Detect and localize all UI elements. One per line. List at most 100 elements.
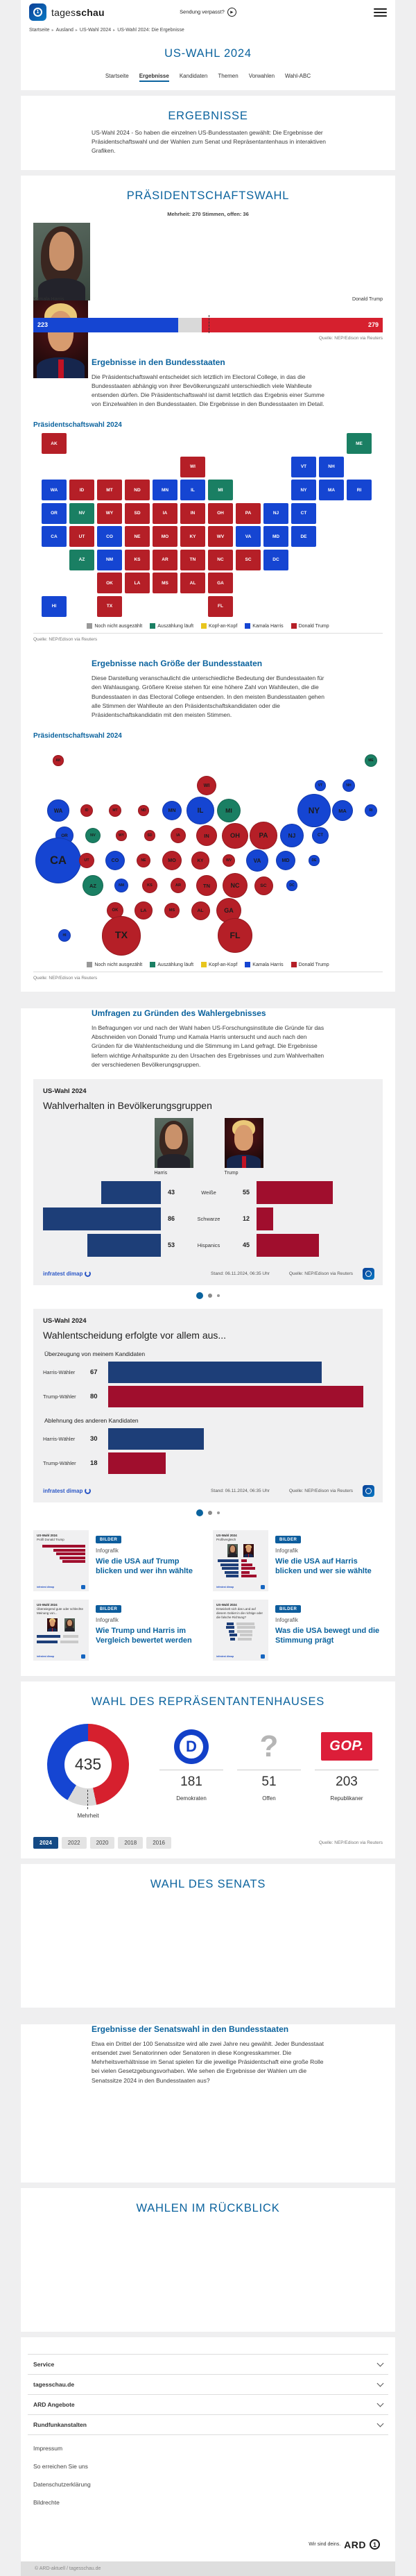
state-tile-AR[interactable]: AR xyxy=(153,549,177,570)
footer-accordion-rundfunkanstalten[interactable]: Rundfunkanstalten xyxy=(28,2414,388,2434)
state-tile-UT[interactable]: UT xyxy=(69,526,94,548)
state-bubble-MT[interactable]: MT xyxy=(109,804,121,817)
play-icon[interactable]: ▶ xyxy=(227,8,236,17)
tab-themen[interactable]: Themen xyxy=(218,73,239,79)
state-bubble-DE[interactable]: DE xyxy=(309,855,320,866)
tab-ergebnisse[interactable]: Ergebnisse xyxy=(139,73,169,82)
state-tile-DE[interactable]: DE xyxy=(291,526,316,548)
footer-accordion-tagesschaude[interactable]: tagesschau.de xyxy=(28,2373,388,2394)
state-tile-ID[interactable]: ID xyxy=(69,480,94,501)
carousel-dot[interactable] xyxy=(208,1293,212,1298)
state-tile-MS[interactable]: MS xyxy=(153,573,177,594)
state-tile-NM[interactable]: NM xyxy=(97,549,122,570)
state-bubble-DC[interactable]: DC xyxy=(286,880,297,891)
state-tile-HI[interactable]: HI xyxy=(42,595,67,617)
tab-startseite[interactable]: Startseite xyxy=(105,73,129,79)
carousel-dot-active[interactable] xyxy=(196,1509,203,1516)
state-bubble-WI[interactable]: WI xyxy=(196,775,217,796)
footer-link[interactable]: Bildrechte xyxy=(33,2498,60,2506)
state-bubble-WV[interactable]: WV xyxy=(223,854,235,867)
state-tile-SC[interactable]: SC xyxy=(236,549,261,570)
state-bubble-MD[interactable]: MD xyxy=(275,850,296,871)
state-bubble-MI[interactable]: MI xyxy=(216,798,241,823)
state-bubble-MN[interactable]: MN xyxy=(162,800,182,821)
hamburger-menu-icon[interactable] xyxy=(374,6,387,19)
state-tile-CT[interactable]: CT xyxy=(291,502,316,524)
state-tile-CA[interactable]: CA xyxy=(42,526,67,548)
state-tile-TN[interactable]: TN xyxy=(180,549,205,570)
year-button-2022[interactable]: 2022 xyxy=(61,1836,87,1849)
state-bubble-HI[interactable]: HI xyxy=(58,929,71,942)
state-tile-MN[interactable]: MN xyxy=(153,480,177,501)
state-bubble-MS[interactable]: MS xyxy=(164,903,180,919)
footer-link[interactable]: Impressum xyxy=(33,2444,63,2452)
missed-show-link[interactable]: Sendung verpasst? ▶ xyxy=(21,8,395,17)
state-tile-WI[interactable]: WI xyxy=(180,456,205,477)
state-tile-LA[interactable]: LA xyxy=(125,573,150,594)
state-bubble-ME[interactable]: ME xyxy=(365,754,377,768)
tab-vorwahlen[interactable]: Vorwahlen xyxy=(248,73,275,79)
state-bubble-NY[interactable]: NY xyxy=(297,794,331,827)
state-bubble-NV[interactable]: NV xyxy=(85,828,101,844)
teaser-title[interactable]: Wie die USA auf Harris blicken und wer s… xyxy=(275,1557,372,1576)
state-tile-SD[interactable]: SD xyxy=(125,502,150,524)
state-tile-IN[interactable]: IN xyxy=(180,502,205,524)
state-tile-NH[interactable]: NH xyxy=(319,456,344,477)
footer-link[interactable]: Datenschutzerklärung xyxy=(33,2480,91,2488)
state-tile-VA[interactable]: VA xyxy=(236,526,261,548)
state-tile-AK[interactable]: AK xyxy=(42,433,67,455)
tab-wahl-abc[interactable]: Wahl-ABC xyxy=(285,73,311,79)
state-bubble-CO[interactable]: CO xyxy=(105,850,125,871)
breadcrumb-item[interactable]: Ausland xyxy=(55,28,73,33)
state-bubble-UT[interactable]: UT xyxy=(78,853,94,869)
state-tile-WV[interactable]: WV xyxy=(208,526,233,548)
teaser-item-2[interactable]: US-Wahl 2024 Profilvergleich infratest dim… xyxy=(213,1530,383,1591)
state-tile-GA[interactable]: GA xyxy=(208,573,233,594)
breadcrumb-item[interactable]: Startseite xyxy=(29,28,50,33)
state-tile-VT[interactable]: VT xyxy=(291,456,316,477)
state-bubble-WY[interactable]: WY xyxy=(116,830,127,841)
teaser-title[interactable]: Was die USA bewegt und die Stimmung präg… xyxy=(275,1626,380,1645)
state-tile-NE[interactable]: NE xyxy=(125,526,150,548)
breadcrumb-item[interactable]: US-Wahl 2024 xyxy=(79,28,112,33)
state-bubble-MA[interactable]: MA xyxy=(332,800,353,821)
state-bubble-LA[interactable]: LA xyxy=(135,901,153,920)
state-tile-NY[interactable]: NY xyxy=(291,480,316,501)
state-bubble-AL[interactable]: AL xyxy=(191,901,210,920)
state-bubble-WA[interactable]: WA xyxy=(47,799,69,822)
state-tile-AL[interactable]: AL xyxy=(180,573,205,594)
tab-kandidaten[interactable]: Kandidaten xyxy=(179,73,208,79)
teaser-item-3[interactable]: US-Wahl 2024 Überwiegend gute oder schlec… xyxy=(33,1599,203,1661)
state-tile-MD[interactable]: MD xyxy=(263,526,288,548)
house-donut-chart[interactable]: 435 xyxy=(47,1723,129,1809)
state-tile-AZ[interactable]: AZ xyxy=(69,549,94,570)
state-tile-KS[interactable]: KS xyxy=(125,549,150,570)
carousel-dot[interactable] xyxy=(217,1294,220,1297)
infographic-wahlentscheidung[interactable]: US-Wahl 2024 Wahlentscheidung erfolgte v… xyxy=(33,1308,383,1502)
state-tile-RI[interactable]: RI xyxy=(347,480,372,501)
us-states-bubble-map[interactable]: AK ME WI VT NH WA ID MT ND MN IL MI NY MA RI OR NV WY SD IA… xyxy=(33,743,383,956)
state-bubble-KS[interactable]: KS xyxy=(141,878,157,894)
infographic-wahlverhalten[interactable]: US-Wahl 2024 Wahlverhalten in Bevölkerun… xyxy=(33,1078,383,1285)
state-tile-MA[interactable]: MA xyxy=(319,480,344,501)
state-bubble-OH[interactable]: OH xyxy=(222,822,248,849)
carousel-dot-active[interactable] xyxy=(196,1291,203,1299)
state-tile-OH[interactable]: OH xyxy=(208,502,233,524)
state-bubble-SD[interactable]: SD xyxy=(144,830,155,841)
teaser-item-4[interactable]: US-Wahl 2024 Entwickelt sich das Land auf… xyxy=(213,1599,383,1661)
state-bubble-AK[interactable]: AK xyxy=(53,755,64,766)
year-button-2016[interactable]: 2016 xyxy=(146,1836,171,1849)
state-bubble-AZ[interactable]: AZ xyxy=(83,875,103,896)
state-bubble-SC[interactable]: SC xyxy=(254,876,273,895)
state-tile-OK[interactable]: OK xyxy=(97,573,122,594)
state-bubble-KY[interactable]: KY xyxy=(191,851,209,870)
state-tile-IA[interactable]: IA xyxy=(153,502,177,524)
footer-accordion-service[interactable]: Service xyxy=(28,2353,388,2374)
carousel-dot[interactable] xyxy=(217,1511,220,1514)
state-tile-TX[interactable]: TX xyxy=(97,595,122,617)
state-bubble-MO[interactable]: MO xyxy=(162,850,182,871)
state-bubble-NH[interactable]: NH xyxy=(343,779,355,793)
state-bubble-IN[interactable]: IN xyxy=(196,825,217,846)
state-bubble-NM[interactable]: NM xyxy=(114,879,129,893)
teaser-title[interactable]: Wie Trump und Harris im Vergleich bewert… xyxy=(96,1626,192,1645)
